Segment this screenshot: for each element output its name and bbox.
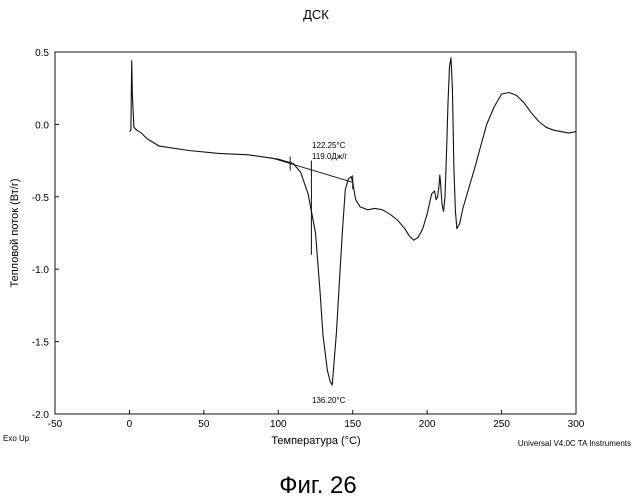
exo-up-label: Exo Up — [3, 434, 30, 443]
dsc-curve — [129, 58, 576, 385]
chart-title: ДСК — [303, 7, 329, 22]
y-tick-label: 0.0 — [35, 120, 49, 131]
x-axis-label: Температура (°C) — [271, 435, 360, 447]
x-tick-label: -50 — [48, 419, 63, 430]
x-tick-label: 100 — [270, 419, 287, 430]
annotation-onset: 122.25°C — [312, 141, 346, 150]
figure-caption: Фиг. 26 — [279, 472, 357, 499]
y-tick-label: 0.5 — [35, 48, 49, 59]
x-tick-label: 300 — [568, 419, 585, 430]
annotation-enthalpy: 119.0Дж/г — [312, 152, 347, 161]
x-axis-ticks: -50 0 50 100 150 200 250 300 — [48, 410, 585, 430]
annotation-peak: 136.20°C — [312, 396, 346, 405]
x-tick-label: 0 — [127, 419, 133, 430]
y-tick-label: -1.0 — [32, 265, 50, 276]
x-tick-label: 50 — [198, 419, 210, 430]
y-axis-label: Тепловой поток (Вт/г) — [9, 178, 21, 287]
y-tick-label: -1.5 — [32, 338, 50, 349]
y-tick-label: -0.5 — [32, 193, 50, 204]
instrument-label: Universal V4.0C TA Instruments — [518, 439, 631, 448]
x-tick-label: 150 — [344, 419, 361, 430]
series-group — [129, 58, 576, 385]
x-tick-label: 200 — [419, 419, 436, 430]
y-tick-label: -2.0 — [32, 410, 50, 421]
x-tick-label: 250 — [493, 419, 510, 430]
